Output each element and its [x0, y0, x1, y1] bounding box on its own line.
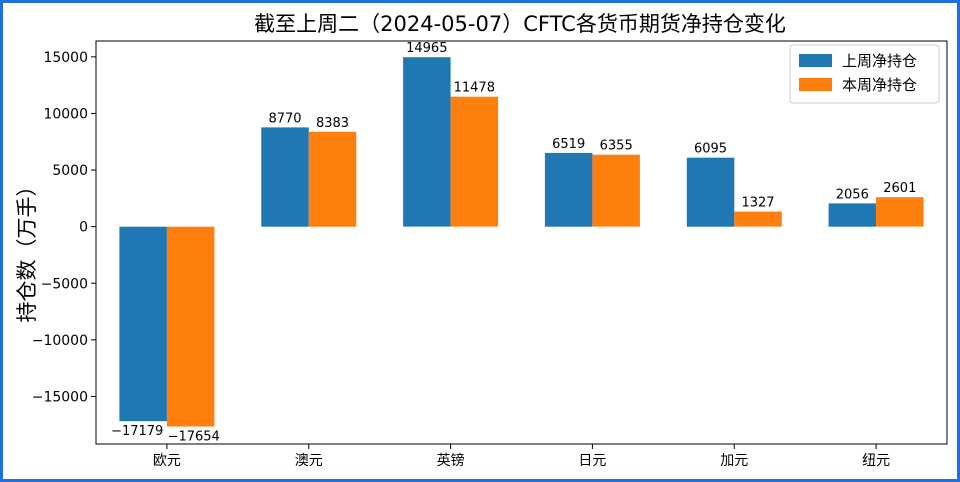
x-tick-label: 澳元	[295, 453, 323, 469]
y-tick-label: 5000	[52, 163, 88, 179]
bar-last-week-1	[261, 127, 309, 227]
legend-entry: 本周净持仓	[842, 76, 917, 94]
legend-swatch	[799, 54, 832, 67]
data-label: 8770	[268, 111, 301, 126]
x-tick-label: 欧元	[153, 453, 181, 469]
bar-this-week-1	[308, 131, 357, 227]
x-tick-label: 加元	[720, 453, 748, 469]
chart-title: 截至上周二（2024-05-07）CFTC各货币期货净持仓变化	[254, 12, 786, 36]
bar-last-week-2	[403, 57, 451, 227]
bar-this-week-4	[734, 211, 782, 227]
data-label: −17654	[168, 430, 220, 445]
y-tick-label: −10000	[32, 333, 88, 349]
x-tick-label: 纽元	[862, 453, 890, 469]
y-tick-label: −15000	[32, 389, 88, 405]
bar-last-week-0	[119, 226, 167, 422]
bar-this-week-2	[450, 96, 499, 227]
bar-last-week-4	[686, 157, 735, 227]
data-label: 6095	[694, 142, 727, 157]
y-tick-label: −5000	[41, 276, 88, 292]
y-tick-label: 10000	[43, 106, 88, 122]
bar-last-week-3	[544, 152, 593, 227]
data-label: 14965	[406, 41, 447, 56]
x-tick-label: 日元	[578, 453, 606, 469]
plot-frame	[95, 40, 948, 445]
bar-this-week-5	[876, 197, 924, 227]
bar-this-week-0	[166, 226, 215, 427]
data-label: 1327	[741, 196, 774, 211]
bar-this-week-3	[592, 154, 640, 227]
legend-swatch	[799, 78, 832, 91]
legend-entry: 上周净持仓	[842, 52, 917, 70]
y-tick-label: 15000	[43, 50, 88, 66]
x-tick-label: 英镑	[437, 452, 465, 469]
data-label: 6519	[552, 137, 585, 152]
data-label: 8383	[316, 116, 349, 131]
y-tick-label: 0	[79, 220, 88, 236]
data-label: −17179	[111, 424, 163, 439]
y-axis-label: 持仓数（万手）	[15, 176, 39, 323]
data-label: 2056	[836, 187, 869, 202]
data-label: 11478	[454, 81, 495, 96]
bar-last-week-5	[828, 203, 877, 227]
data-label: 6355	[600, 139, 633, 154]
plot-area: −17179 8770 14965 6519 6095 2056 −17654 8383 114…	[32, 40, 948, 469]
data-label: 2601	[883, 181, 916, 196]
